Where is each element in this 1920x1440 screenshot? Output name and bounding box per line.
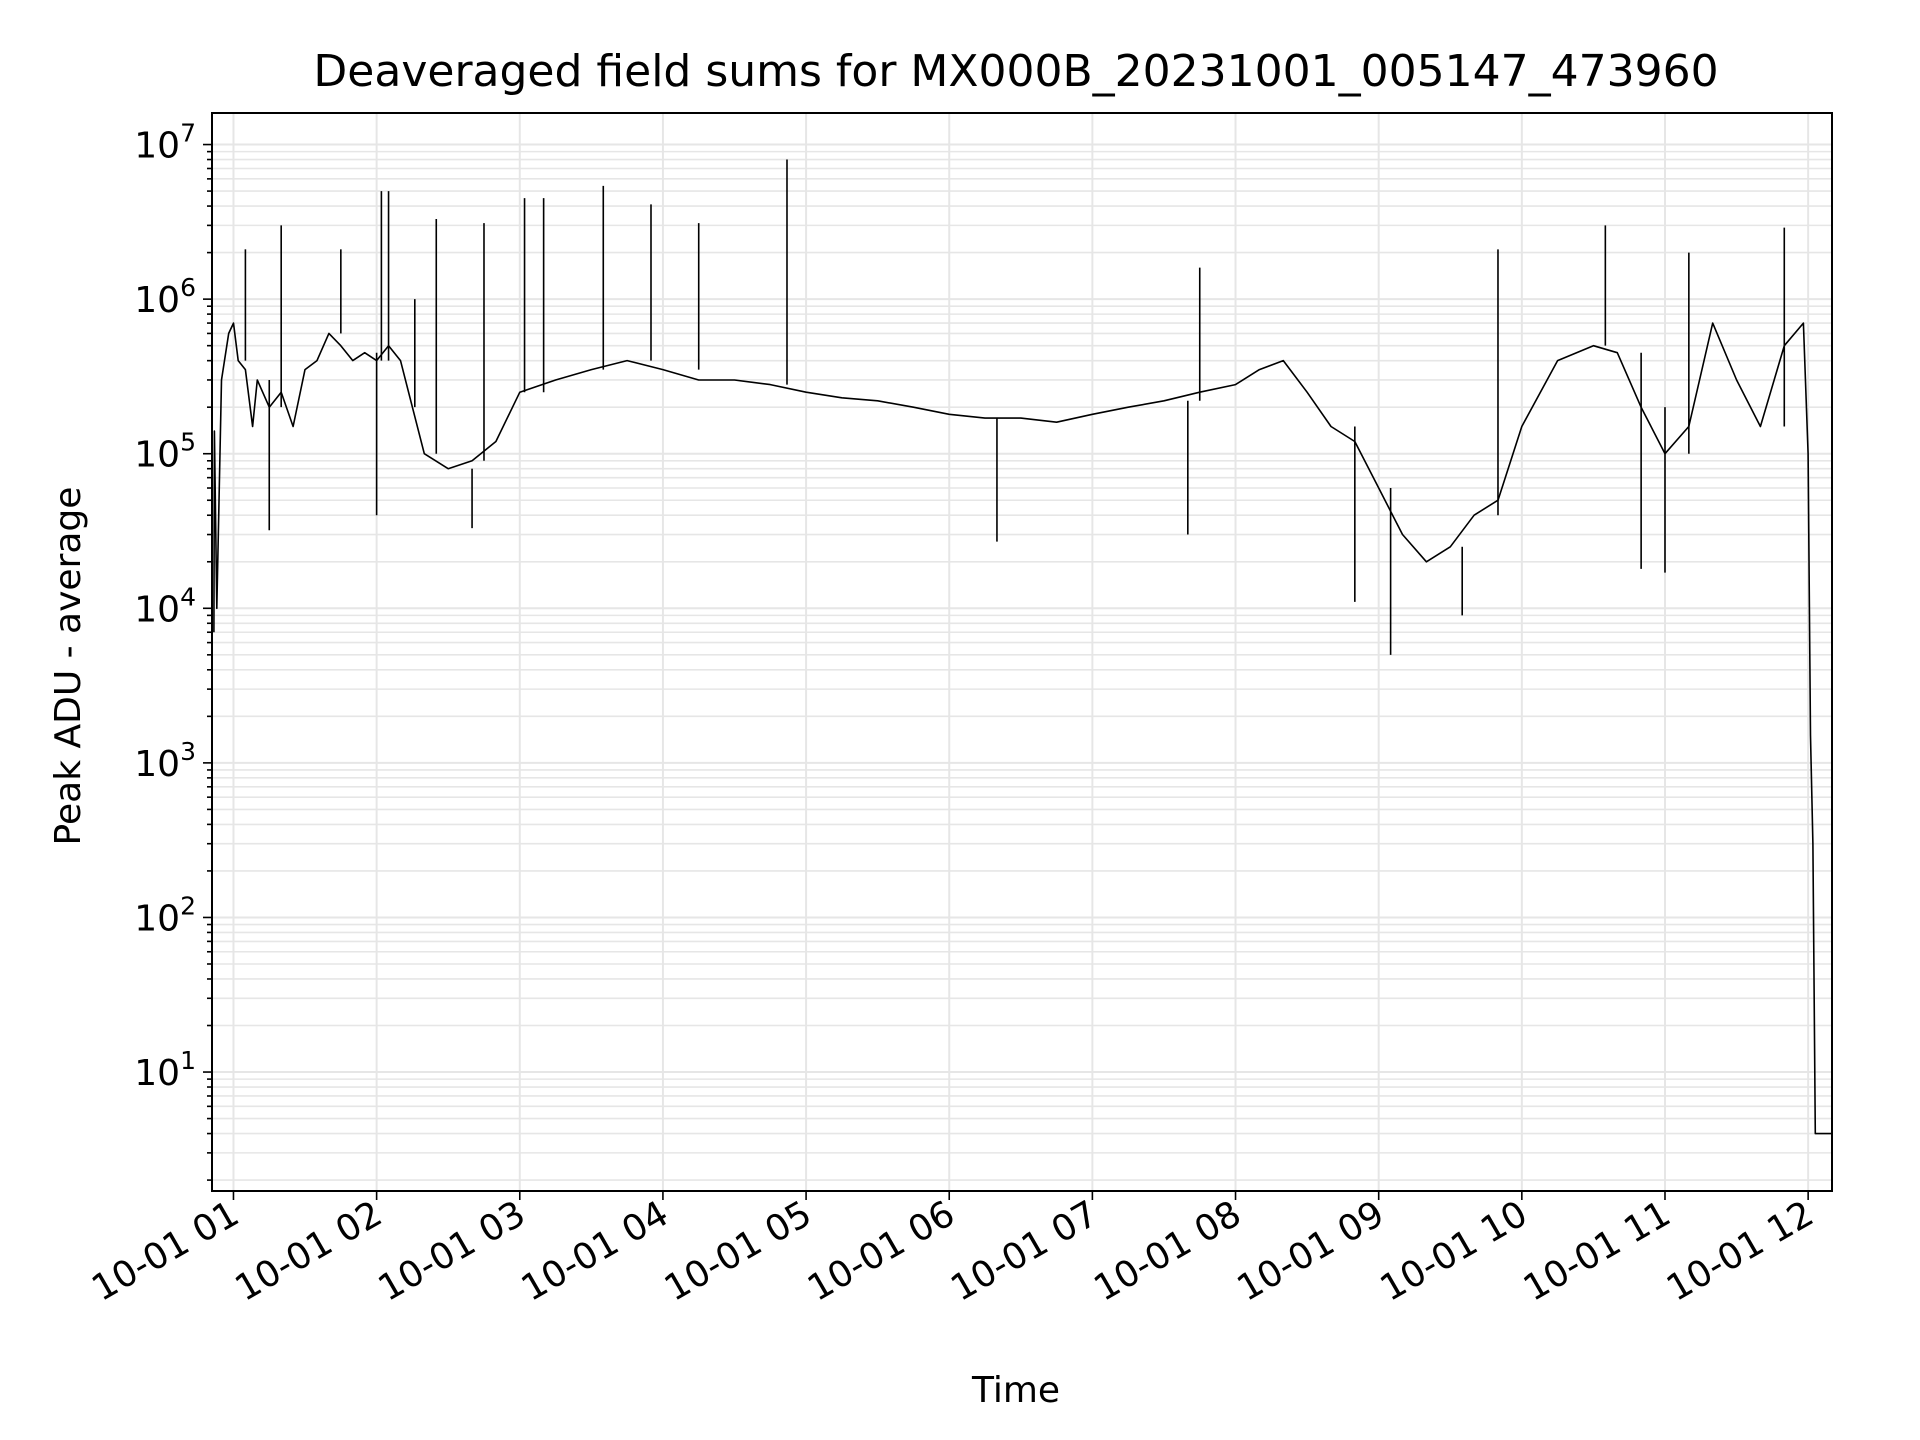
y-tick-label: 104 bbox=[134, 582, 196, 630]
data-layer bbox=[213, 159, 1832, 1135]
data-line bbox=[213, 322, 1832, 1135]
y-tick-label: 102 bbox=[134, 891, 196, 939]
y-axis-label: Peak ADU - average bbox=[48, 487, 89, 846]
chart-title: Deaveraged field sums for MX000B_2023100… bbox=[313, 46, 1718, 97]
y-tick-label: 103 bbox=[134, 737, 196, 785]
y-tick-label: 105 bbox=[134, 428, 196, 476]
x-axis-label: Time bbox=[971, 1370, 1060, 1411]
y-tick-label: 101 bbox=[134, 1046, 196, 1094]
y-tick-label: 107 bbox=[134, 119, 196, 167]
plot-frame bbox=[211, 112, 1833, 1192]
grid-layer bbox=[212, 113, 1832, 1191]
y-tick-label: 106 bbox=[134, 273, 196, 321]
